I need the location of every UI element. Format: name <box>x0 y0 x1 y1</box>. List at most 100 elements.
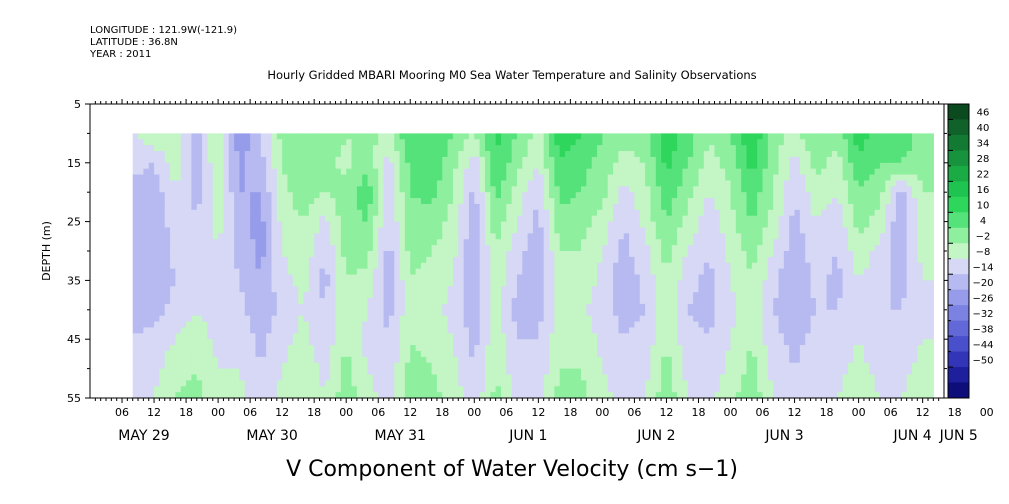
heatmap-cell <box>287 139 294 146</box>
heatmap-cell <box>484 321 491 329</box>
heatmap-cell <box>431 233 438 240</box>
heatmap-cell <box>191 303 198 311</box>
heatmap-cell <box>725 174 732 182</box>
heatmap-cell <box>170 292 176 299</box>
heatmap-cell <box>874 303 881 311</box>
heatmap-cell <box>346 145 353 152</box>
heatmap-cell <box>255 256 262 264</box>
heatmap-cell <box>495 268 502 276</box>
heatmap-cell <box>805 298 812 305</box>
heatmap-cell <box>895 233 902 240</box>
heatmap-cell <box>655 321 662 329</box>
heatmap-cell <box>415 321 422 329</box>
heatmap-cell <box>831 239 838 246</box>
heatmap-cell <box>847 268 854 276</box>
heatmap-cell <box>170 256 176 264</box>
heatmap-cell <box>223 227 230 234</box>
heatmap-cell <box>132 168 139 176</box>
heatmap-cell <box>778 292 785 299</box>
heatmap-cell <box>228 286 235 293</box>
heatmap-cell <box>895 309 902 317</box>
heatmap-cell <box>148 303 155 311</box>
heatmap-cell <box>175 298 182 305</box>
heatmap-cell <box>874 262 881 270</box>
heatmap-cell <box>650 139 657 146</box>
heatmap-cell <box>223 268 230 276</box>
heatmap-cell <box>698 233 705 240</box>
heatmap-cell <box>282 268 289 276</box>
heatmap-cell <box>581 186 587 193</box>
heatmap-cell <box>378 198 385 205</box>
heatmap-cell <box>709 145 716 152</box>
heatmap-cell <box>853 321 860 329</box>
heatmap-cell <box>212 203 219 211</box>
heatmap-cell <box>527 198 534 205</box>
heatmap-cell <box>330 203 337 211</box>
heatmap-cell <box>436 162 443 170</box>
heatmap-cell <box>527 309 534 317</box>
heatmap-cell <box>847 262 854 270</box>
heatmap-cell <box>330 168 337 176</box>
heatmap-cell <box>815 262 822 270</box>
heatmap-cell <box>575 139 582 146</box>
heatmap-cell <box>639 215 646 223</box>
heatmap-cell <box>677 256 684 264</box>
heatmap-cell <box>869 321 876 329</box>
heatmap-cell <box>682 251 689 258</box>
heatmap-cell <box>767 280 774 287</box>
heatmap-cell <box>426 209 433 217</box>
heatmap-cell <box>917 274 924 281</box>
heatmap-cell <box>597 262 603 270</box>
heatmap-cell <box>415 215 422 223</box>
heatmap-cell <box>260 139 267 146</box>
heatmap-cell <box>767 139 774 146</box>
heatmap-cell <box>367 145 374 152</box>
heatmap-cell <box>698 268 705 276</box>
heatmap-cell <box>741 239 748 246</box>
heatmap-cell <box>495 274 502 281</box>
heatmap-cell <box>170 298 176 305</box>
heatmap-cell <box>154 303 160 311</box>
heatmap-cell <box>901 139 908 146</box>
heatmap-cell <box>757 321 764 329</box>
heatmap-cell <box>783 215 790 223</box>
heatmap-cell <box>431 256 438 264</box>
heatmap-cell <box>474 256 481 264</box>
heatmap-cell <box>287 327 294 334</box>
heatmap-cell <box>228 221 235 229</box>
heatmap-cell <box>623 221 630 229</box>
heatmap-cell <box>132 303 139 311</box>
heatmap-cell <box>463 168 470 176</box>
heatmap-cell <box>388 292 395 299</box>
heatmap-cell <box>874 245 881 252</box>
heatmap-cell <box>191 180 198 187</box>
heatmap-cell <box>751 145 758 152</box>
heatmap-cell <box>388 286 395 293</box>
heatmap-cell <box>426 227 433 234</box>
heatmap-cell <box>308 327 315 334</box>
heatmap-cell <box>789 233 796 240</box>
heatmap-cell <box>927 227 934 234</box>
heatmap-cell <box>154 162 160 170</box>
heatmap-cell <box>244 151 251 158</box>
heatmap-cell <box>287 256 294 264</box>
heatmap-cell <box>394 251 401 258</box>
heatmap-cell <box>698 133 705 140</box>
heatmap-cell <box>799 133 806 140</box>
heatmap-cell <box>170 151 176 158</box>
heatmap-cell <box>260 292 267 299</box>
heatmap-cell <box>527 209 534 217</box>
heatmap-cell <box>420 192 427 199</box>
heatmap-cell <box>837 162 844 170</box>
heatmap-cell <box>661 268 668 276</box>
heatmap-cell <box>821 168 828 176</box>
heatmap-cell <box>527 133 534 140</box>
heatmap-cell <box>244 227 251 234</box>
heatmap-cell <box>495 139 502 146</box>
heatmap-cell <box>671 245 678 252</box>
heatmap-cell <box>223 321 230 329</box>
heatmap-cell <box>565 186 571 193</box>
heatmap-cell <box>234 327 241 334</box>
heatmap-cell <box>378 280 385 287</box>
heatmap-cell <box>895 156 902 164</box>
